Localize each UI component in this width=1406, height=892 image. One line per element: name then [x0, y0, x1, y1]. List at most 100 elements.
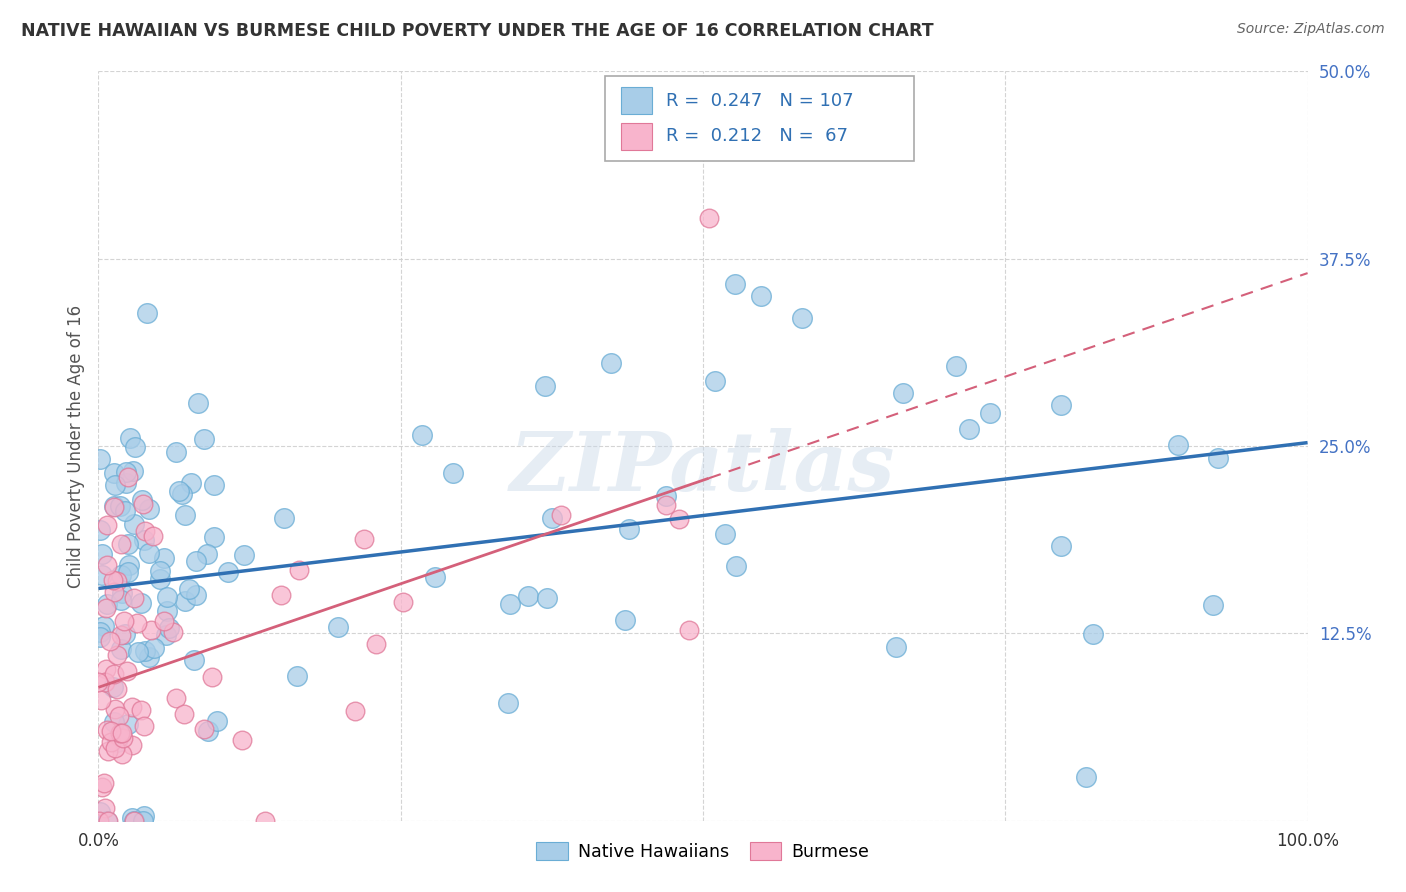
Point	[157, 621, 180, 635]
Point	[288, 563, 311, 577]
Point	[668, 512, 690, 526]
Text: NATIVE HAWAIIAN VS BURMESE CHILD POVERTY UNDER THE AGE OF 16 CORRELATION CHART: NATIVE HAWAIIAN VS BURMESE CHILD POVERTY…	[21, 22, 934, 40]
Point	[103, 500, 125, 514]
Point	[134, 719, 156, 733]
Point	[108, 725, 131, 739]
Point	[1074, 770, 1097, 784]
Point	[100, 735, 122, 749]
Point	[104, 477, 127, 491]
Point	[285, 669, 308, 683]
Point	[364, 637, 387, 651]
Point	[790, 311, 813, 326]
Point	[105, 574, 128, 589]
Point	[155, 604, 177, 618]
Point	[134, 644, 156, 658]
Point	[142, 529, 165, 543]
Point	[165, 445, 187, 459]
Point	[138, 502, 160, 516]
Legend: Native Hawaiians, Burmese: Native Hawaiians, Burmese	[530, 836, 876, 868]
Point	[1050, 540, 1073, 554]
Point	[749, 288, 772, 302]
Point	[117, 470, 139, 484]
Point	[96, 600, 118, 615]
Point	[655, 499, 678, 513]
Point	[132, 809, 155, 823]
Point	[103, 499, 125, 513]
Point	[1050, 398, 1073, 412]
Point	[93, 776, 115, 790]
Point	[270, 588, 292, 602]
Point	[89, 451, 111, 466]
Point	[97, 743, 120, 757]
Point	[96, 814, 118, 828]
Point	[121, 738, 143, 752]
Point	[344, 705, 367, 719]
Point	[174, 508, 197, 522]
Point	[112, 615, 135, 629]
Point	[891, 385, 914, 400]
Point	[112, 731, 135, 745]
Point	[127, 615, 149, 630]
Point	[117, 717, 139, 731]
Point	[97, 814, 120, 828]
Point	[202, 530, 225, 544]
Point	[326, 620, 349, 634]
Point	[232, 548, 254, 562]
Point	[136, 306, 159, 320]
Point	[110, 568, 132, 582]
Point	[138, 650, 160, 665]
Point	[441, 466, 464, 480]
Point	[115, 664, 138, 678]
Text: R =  0.212   N =  67: R = 0.212 N = 67	[666, 128, 848, 145]
Point	[155, 628, 177, 642]
Point	[193, 432, 215, 446]
Point	[1081, 627, 1104, 641]
Point	[121, 464, 143, 478]
Point	[534, 379, 557, 393]
Point	[96, 558, 118, 572]
Point	[93, 618, 115, 632]
Point	[1206, 451, 1229, 466]
Point	[945, 359, 967, 374]
Point	[111, 747, 134, 761]
Point	[425, 569, 447, 583]
Point	[541, 511, 564, 525]
Point	[149, 564, 172, 578]
Point	[273, 511, 295, 525]
Point	[110, 627, 132, 641]
Point	[122, 814, 145, 828]
Point	[183, 652, 205, 666]
Point	[197, 724, 219, 739]
Point	[89, 624, 111, 639]
Point	[90, 547, 112, 561]
Point	[124, 516, 146, 531]
Point	[496, 696, 519, 710]
Point	[90, 780, 112, 795]
Point	[93, 674, 115, 689]
Point	[91, 567, 114, 582]
Point	[703, 374, 725, 388]
Point	[149, 573, 172, 587]
Point	[121, 811, 143, 825]
Point	[110, 499, 132, 513]
Point	[170, 487, 193, 501]
Point	[117, 565, 139, 579]
Y-axis label: Child Poverty Under the Age of 16: Child Poverty Under the Age of 16	[66, 304, 84, 588]
Point	[114, 626, 136, 640]
Point	[96, 518, 118, 533]
Point	[103, 715, 125, 730]
Point	[90, 692, 112, 706]
Point	[499, 597, 522, 611]
Point	[132, 533, 155, 548]
Point	[162, 625, 184, 640]
Point	[411, 427, 433, 442]
Point	[617, 522, 640, 536]
Point	[714, 527, 737, 541]
Point	[143, 640, 166, 655]
Point	[96, 723, 118, 737]
Point	[193, 723, 215, 737]
Point	[104, 702, 127, 716]
Point	[110, 641, 132, 656]
Point	[165, 691, 187, 706]
Point	[100, 724, 122, 739]
